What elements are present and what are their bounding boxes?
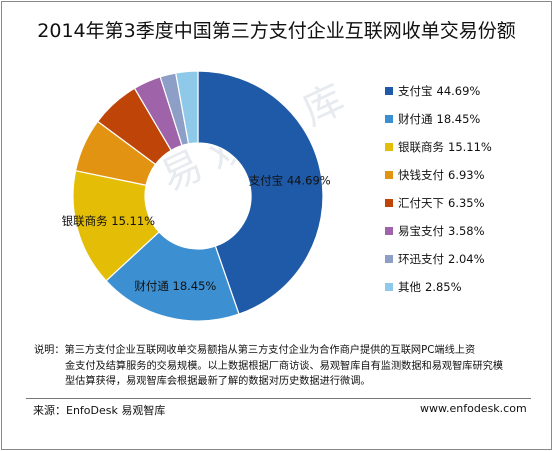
legend-item-6: 易宝支付 3.58% — [385, 224, 545, 252]
legend-item-3: 银联商务 15.11% — [385, 140, 545, 168]
legend-label: 其他 2.85% — [398, 280, 462, 294]
legend-swatch — [385, 115, 393, 123]
legend-label: 汇付天下 6.35% — [398, 196, 485, 210]
legend-value: 15.11% — [448, 140, 492, 154]
source-text: 来源：EnfoDesk 易观智库 — [33, 404, 166, 417]
legend-item-7: 环迅支付 2.04% — [385, 252, 545, 280]
legend-item-1: 支付宝 44.69% — [385, 84, 545, 112]
legend-item-2: 财付通 18.45% — [385, 112, 545, 140]
legend-value: 6.35% — [448, 196, 485, 210]
legend-label: 财付通 18.45% — [398, 112, 480, 126]
legend-name: 财付通 — [398, 112, 433, 126]
legend-name: 银联商务 — [398, 140, 444, 154]
slice-data-label-3: 银联商务 15.11% — [62, 214, 156, 228]
legend-swatch — [385, 87, 393, 95]
legend-value: 2.04% — [448, 252, 485, 266]
footer-divider — [26, 398, 531, 399]
legend-name: 快钱支付 — [398, 168, 444, 182]
legend-swatch — [385, 283, 393, 291]
legend-name: 支付宝 — [398, 84, 433, 98]
chart-legend: 支付宝 44.69% 财付通 18.45% 银联商务 15.11% 快钱支付 6.93% 汇付天… — [385, 84, 545, 308]
legend-swatch — [385, 255, 393, 263]
note-line-2: 金支付及结算服务的交易规模。以上数据根据厂商访谈、易观智库自有监测数据和易观智库… — [65, 360, 504, 372]
pie-slice-2 — [105, 231, 240, 322]
slice-data-label-2: 财付通 18.45% — [134, 279, 216, 293]
legend-value: 2.85% — [425, 280, 462, 294]
legend-value: 18.45% — [436, 112, 481, 126]
legend-label: 易宝支付 3.58% — [398, 224, 485, 238]
legend-name: 汇付天下 — [398, 196, 444, 210]
legend-label: 环迅支付 2.04% — [398, 252, 485, 266]
legend-item-5: 汇付天下 6.35% — [385, 196, 545, 224]
legend-item-8: 其他 2.85% — [385, 280, 545, 308]
legend-swatch — [385, 199, 393, 207]
note-line-3: 型估算获得，易观智库会根据最新了解的数据对历史数据进行微调。 — [65, 376, 371, 387]
legend-name: 环迅支付 — [398, 252, 444, 266]
legend-label: 支付宝 44.69% — [398, 84, 480, 98]
legend-label: 银联商务 15.11% — [398, 140, 492, 154]
note-line-1: 说明：第三方支付企业互联网收单交易额指从第三方支付企业为合作商户提供的互联网PC… — [34, 345, 476, 356]
pie-slice-8 — [175, 70, 199, 145]
legend-value: 44.69% — [436, 84, 481, 98]
legend-item-4: 快钱支付 6.93% — [385, 168, 545, 196]
legend-name: 其他 — [398, 280, 421, 294]
legend-value: 6.93% — [448, 168, 485, 182]
legend-label: 快钱支付 6.93% — [398, 168, 485, 182]
legend-value: 3.58% — [448, 224, 485, 238]
slice-data-label-1: 支付宝 44.69% — [249, 174, 331, 188]
chart-note: 说明：第三方支付企业互联网收单交易额指从第三方支付企业为合作商户提供的互联网PC… — [34, 343, 524, 390]
pie-slice-1 — [197, 70, 324, 315]
chart-title: 2014年第3季度中国第三方支付企业互联网收单交易份额 — [37, 20, 516, 42]
legend-swatch — [385, 227, 393, 235]
legend-name: 易宝支付 — [398, 224, 444, 238]
website-text: www.enfodesk.com — [420, 402, 527, 415]
legend-swatch — [385, 143, 393, 151]
legend-swatch — [385, 171, 393, 179]
